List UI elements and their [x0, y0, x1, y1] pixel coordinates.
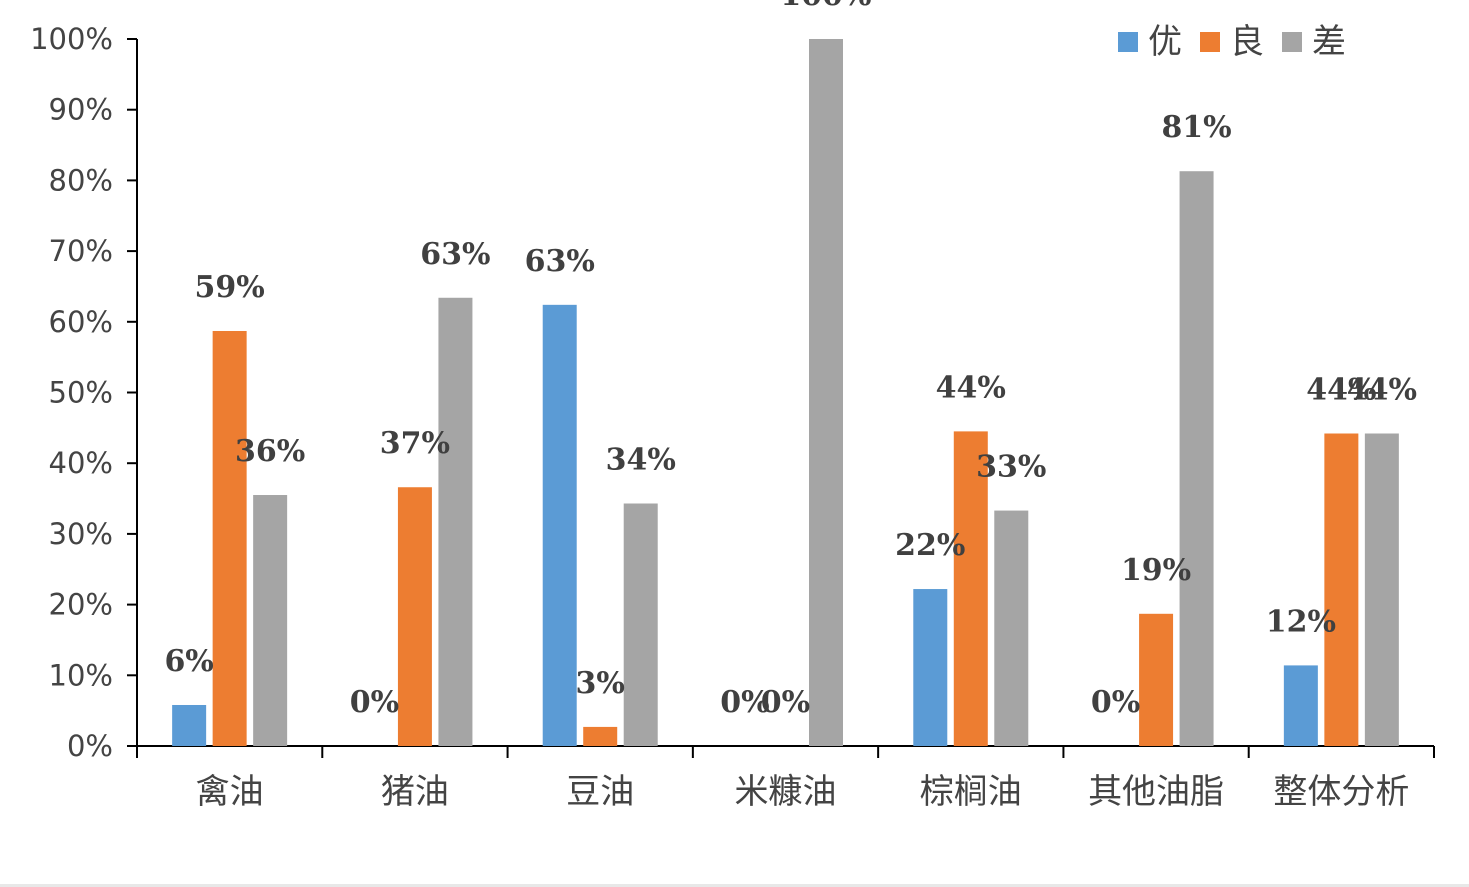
- data-label-poor: 36%: [235, 434, 305, 469]
- legend-label-poor: 差: [1312, 22, 1346, 62]
- bar-good: [212, 330, 247, 746]
- bar-good: [397, 487, 432, 746]
- data-label-good: 44%: [1306, 373, 1376, 408]
- x-category-label: 棕榈油: [920, 772, 1022, 812]
- data-label-excellent: 0%: [350, 685, 399, 720]
- data-label-poor: 63%: [420, 237, 490, 272]
- legend-item-good: 良: [1200, 22, 1264, 62]
- y-tick-label: 100%: [30, 22, 113, 56]
- bottom-border: [0, 884, 1469, 887]
- bar-poor: [623, 503, 658, 746]
- data-label-poor: 44%: [1347, 373, 1417, 408]
- legend: 优 良 差: [1118, 22, 1346, 62]
- data-label-good: 19%: [1121, 553, 1191, 588]
- bar-poor: [1364, 433, 1399, 746]
- bar-good: [583, 726, 618, 746]
- bar-poor: [994, 510, 1029, 746]
- legend-label-excellent: 优: [1148, 22, 1182, 62]
- data-label-poor: 81%: [1161, 110, 1231, 145]
- data-label-good: 0%: [761, 685, 810, 720]
- data-label-excellent: 22%: [895, 528, 965, 563]
- bar-good: [953, 431, 988, 746]
- data-label-excellent: 6%: [164, 644, 213, 679]
- x-category-label: 豆油: [566, 772, 634, 812]
- y-tick-label: 70%: [49, 234, 113, 268]
- legend-label-good: 良: [1230, 22, 1264, 62]
- bar-excellent: [913, 589, 948, 746]
- y-tick-label: 20%: [49, 588, 113, 622]
- y-tick-label: 90%: [49, 93, 113, 127]
- legend-item-excellent: 优: [1118, 22, 1182, 62]
- legend-swatch-good: [1200, 32, 1220, 52]
- y-tick-label: 60%: [49, 305, 113, 339]
- y-tick-label: 80%: [49, 163, 113, 197]
- data-label-poor: 33%: [976, 450, 1046, 485]
- data-label-excellent: 0%: [720, 685, 769, 720]
- data-label-good: 44%: [936, 370, 1006, 405]
- data-label-poor: 100%: [780, 0, 871, 13]
- bars: [172, 39, 1399, 747]
- data-label-good: 59%: [195, 270, 265, 305]
- bar-excellent: [172, 704, 207, 746]
- y-tick-label: 0%: [67, 729, 113, 763]
- y-tick-label: 50%: [49, 376, 113, 410]
- y-axis: 0% 10% 20% 30% 40% 50% 60% 70% 80% 90% 100%: [30, 22, 138, 763]
- bar-poor: [1179, 171, 1214, 747]
- x-axis: 禽油 猪油 豆油 米糠油 棕榈油 其他油脂 整体分析: [136, 745, 1435, 812]
- legend-swatch-poor: [1282, 32, 1302, 52]
- data-label-good: 3%: [576, 666, 625, 701]
- y-tick-label: 40%: [49, 446, 113, 480]
- legend-item-poor: 差: [1282, 22, 1346, 62]
- y-tick-label: 10%: [49, 658, 113, 692]
- value-labels: 6%59%36%0%37%63%63%3%34%0%0%100%22%44%33…: [164, 0, 1417, 720]
- x-category-label: 其他油脂: [1088, 772, 1224, 812]
- bar-good: [1139, 613, 1174, 746]
- x-category-label: 米糠油: [735, 772, 837, 812]
- bar-poor: [809, 39, 843, 746]
- data-label-excellent: 63%: [525, 244, 595, 279]
- x-category-label: 禽油: [196, 772, 264, 812]
- bar-good: [1324, 433, 1359, 746]
- bar-poor: [438, 297, 473, 746]
- bar-excellent: [1283, 665, 1318, 746]
- x-category-label: 整体分析: [1273, 772, 1409, 812]
- bar-excellent: [542, 304, 577, 746]
- data-label-excellent: 12%: [1266, 604, 1336, 639]
- data-label-poor: 34%: [606, 442, 676, 477]
- data-label-good: 37%: [380, 426, 450, 461]
- y-tick-label: 30%: [49, 517, 113, 551]
- bar-poor: [253, 495, 288, 746]
- data-label-excellent: 0%: [1091, 685, 1140, 720]
- x-category-label: 猪油: [381, 772, 449, 812]
- legend-swatch-excellent: [1118, 32, 1138, 52]
